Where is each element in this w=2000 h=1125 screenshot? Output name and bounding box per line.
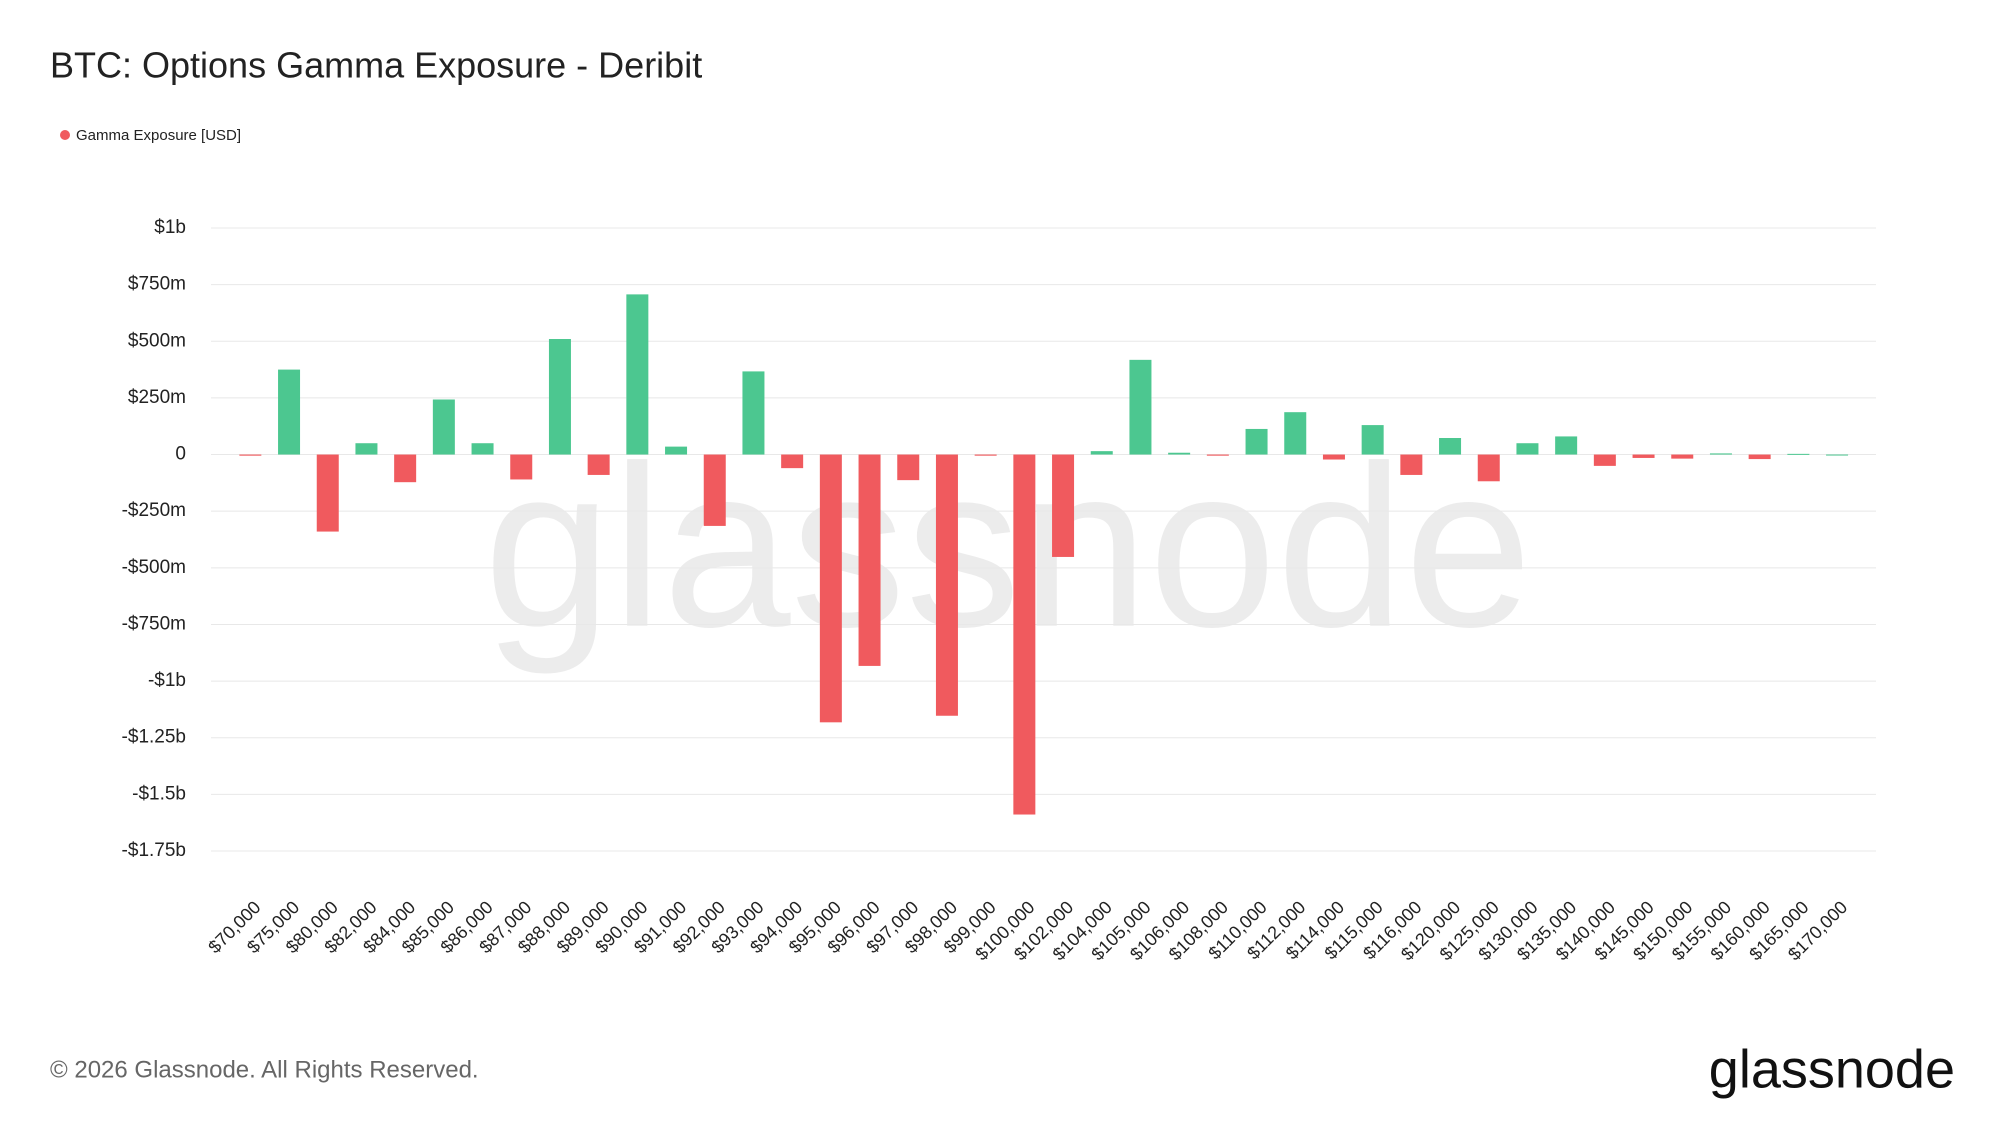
bar [858, 454, 881, 666]
bar [897, 454, 920, 481]
bar [974, 454, 997, 456]
legend-label: Gamma Exposure [USD] [76, 127, 241, 144]
bar [1013, 454, 1036, 815]
bar [1671, 454, 1694, 459]
y-tick-label: -$750m [122, 613, 186, 634]
y-tick-label: $1b [154, 217, 186, 238]
bar [1439, 438, 1462, 455]
bar [665, 446, 688, 455]
bar [1284, 412, 1307, 455]
bar [432, 399, 455, 455]
bar [1709, 453, 1732, 455]
y-tick-label: $750m [128, 274, 186, 295]
bar [1516, 443, 1539, 455]
bar [548, 339, 571, 455]
chart-title: BTC: Options Gamma Exposure - Deribit [50, 45, 702, 86]
y-tick-label: -$250m [122, 500, 186, 521]
bar [1400, 454, 1423, 475]
y-tick-label: $500m [128, 330, 186, 351]
bar [1206, 454, 1229, 456]
bar [819, 454, 842, 723]
y-tick-label: 0 [175, 444, 186, 465]
y-tick-label: $250m [128, 387, 186, 408]
bar [1826, 454, 1849, 456]
bar [1090, 451, 1113, 455]
bar [510, 454, 533, 480]
bar [1632, 454, 1655, 458]
logo: glassnode [1709, 1039, 1955, 1099]
bar [1748, 454, 1771, 460]
bar [1129, 359, 1152, 455]
y-tick-label: -$1b [148, 670, 186, 691]
y-tick-label: -$500m [122, 557, 186, 578]
footer: © 2026 Glassnode. All Rights Reserved. [50, 1056, 479, 1083]
bar [239, 454, 262, 456]
bar [1245, 428, 1268, 455]
bar [626, 294, 649, 455]
y-tick-label: -$1.25b [122, 727, 186, 748]
bar [935, 454, 958, 716]
bar [1787, 453, 1810, 455]
bar [1322, 454, 1345, 460]
bar [742, 371, 765, 455]
y-tick-label: -$1.5b [132, 783, 186, 804]
bar [355, 443, 378, 455]
bar [394, 454, 417, 483]
bar [278, 369, 301, 455]
bar [1555, 436, 1578, 455]
bar [1361, 425, 1384, 455]
bar [703, 454, 726, 526]
legend-marker [60, 130, 70, 140]
bar [587, 454, 610, 475]
watermark: glassnode [484, 418, 1533, 675]
bar [1052, 454, 1075, 557]
bar [1593, 454, 1616, 466]
bar [781, 454, 804, 469]
bar [1168, 452, 1191, 455]
bar [471, 443, 494, 455]
bar [316, 454, 339, 532]
bar [1477, 454, 1500, 482]
y-tick-label: -$1.75b [122, 840, 186, 861]
